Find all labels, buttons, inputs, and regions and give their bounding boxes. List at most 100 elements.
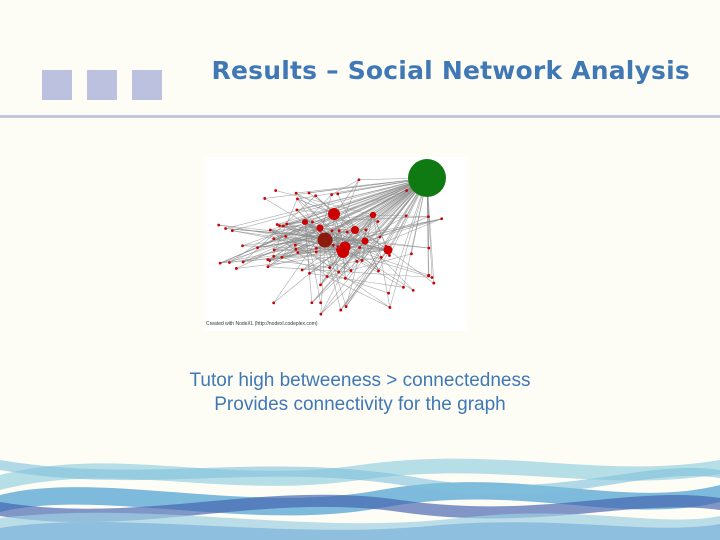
decorative-square-1 [42, 70, 72, 100]
student-node [361, 237, 369, 245]
student-node [343, 276, 347, 280]
graph-edge [220, 177, 428, 264]
student-node [388, 254, 391, 257]
student-node [358, 246, 362, 249]
graph-edge [340, 249, 389, 311]
student-node [349, 269, 353, 272]
student-node [293, 243, 297, 247]
graph-edge [281, 256, 389, 294]
student-node [427, 273, 431, 277]
graph-edge [308, 192, 434, 284]
student-node [336, 245, 340, 249]
graph-edge [277, 177, 428, 225]
student-node [294, 191, 298, 195]
graph-edge [345, 177, 428, 307]
graph-edge [267, 227, 321, 267]
graph-edge [319, 214, 374, 229]
student-node [376, 220, 380, 223]
student-node [302, 219, 308, 225]
student-node [432, 281, 436, 285]
tutor-node [408, 159, 446, 197]
student-node [387, 291, 390, 295]
network-graph [217, 159, 446, 316]
graph-edge [364, 240, 379, 272]
caption-line-1: Tutor high betweeness > connectedness [189, 370, 531, 391]
student-node [360, 259, 364, 262]
student-node [278, 224, 281, 228]
student-node [310, 301, 314, 305]
graph-edge [285, 236, 346, 250]
student-node [268, 228, 272, 232]
graph-edge [331, 179, 360, 195]
student-node [339, 308, 343, 312]
student-node [319, 283, 322, 287]
graph-edge [273, 238, 352, 271]
graph-edge [229, 177, 428, 263]
student-node [234, 267, 238, 270]
student-node [295, 197, 299, 201]
student-node [405, 189, 409, 192]
student-node [241, 244, 244, 248]
student-node [325, 275, 329, 278]
student-node [355, 260, 359, 263]
student-node [331, 243, 335, 247]
student-node [388, 306, 392, 309]
graph-edge [324, 239, 347, 307]
graph-edge [281, 177, 428, 258]
student-node [311, 220, 314, 224]
student-node [317, 232, 333, 248]
student-node [272, 301, 276, 305]
student-node [378, 235, 382, 239]
graph-edge [320, 214, 374, 315]
graph-edge [326, 276, 391, 308]
student-node [281, 224, 285, 228]
student-node [402, 285, 405, 289]
student-node [345, 230, 349, 234]
student-node [268, 259, 272, 262]
student-node [330, 193, 334, 197]
graph-edge [363, 239, 414, 291]
student-node [308, 271, 311, 275]
student-node [300, 268, 304, 272]
graph-edge [340, 177, 428, 311]
graph-edge [304, 216, 429, 223]
graph-edge [273, 177, 428, 239]
student-node [284, 234, 288, 238]
student-node [430, 276, 434, 279]
graph-edge [326, 253, 412, 277]
student-node [337, 270, 340, 274]
student-node [272, 248, 276, 252]
student-node [218, 261, 222, 265]
graph-edge [273, 227, 321, 257]
graph-edge [296, 209, 325, 238]
graph-edge [273, 179, 360, 304]
graph-edge [275, 190, 374, 216]
student-node [337, 229, 341, 233]
student-node [275, 223, 279, 226]
student-node [241, 260, 245, 264]
student-node [426, 215, 430, 219]
graph-edge [264, 177, 428, 199]
student-node [328, 266, 332, 270]
graph-edge [320, 249, 389, 315]
graph-edge [267, 259, 330, 268]
caption-line-2: Provides connectivity for the graph [214, 394, 506, 415]
student-node [272, 254, 276, 258]
student-node [274, 189, 278, 192]
slide-title: Results – Social Network Analysis [211, 56, 690, 85]
student-node [379, 255, 383, 259]
graph-edge [279, 177, 428, 227]
student-node [369, 211, 377, 219]
student-node [330, 229, 334, 233]
graph-edge [320, 177, 428, 315]
student-node [427, 246, 431, 250]
graph-edge [321, 177, 428, 246]
wave-band [0, 522, 720, 540]
graph-credit: Created with NodeXL (http://nodexl.codep… [206, 321, 318, 327]
graph-edge [372, 214, 429, 217]
graph-edge [363, 239, 429, 249]
student-node [285, 222, 289, 226]
wave-band [0, 460, 720, 496]
graph-edge [332, 179, 360, 246]
